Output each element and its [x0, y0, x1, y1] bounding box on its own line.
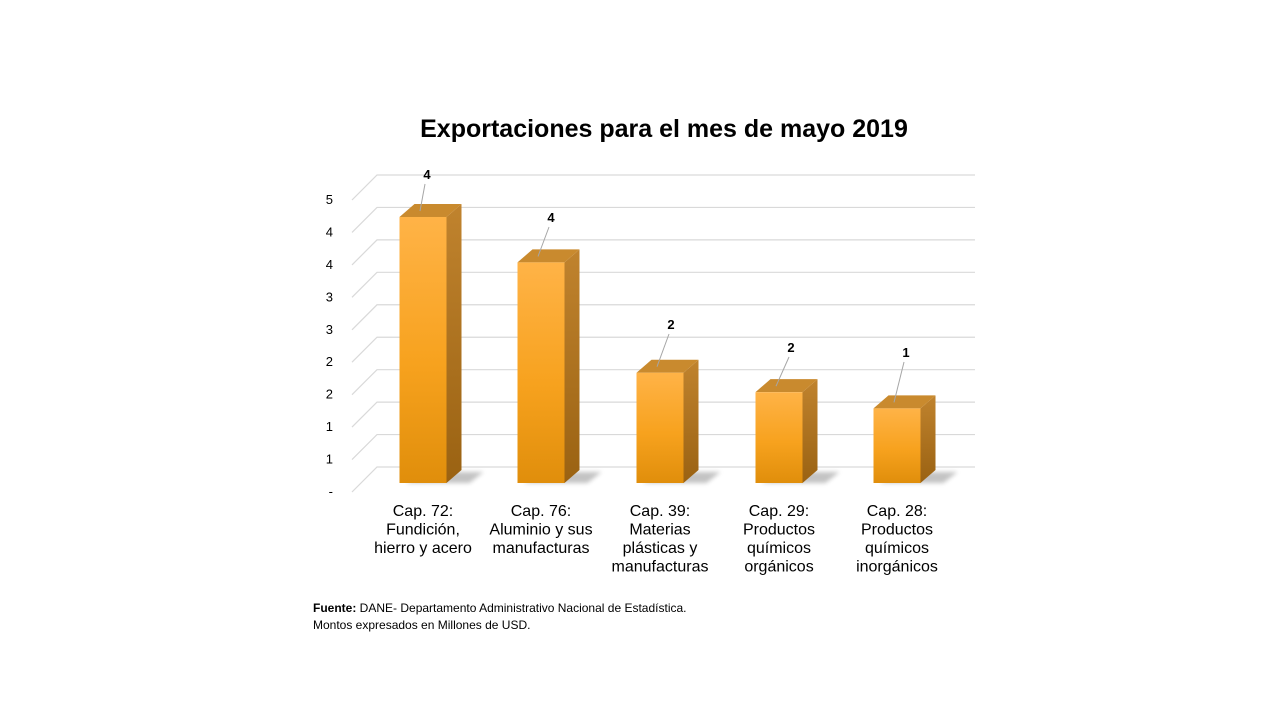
- y-axis-ticks: - 1 1 2 2 3 3 4 4 5: [326, 192, 333, 499]
- data-label-leader: [656, 333, 670, 367]
- grid: [351, 174, 975, 493]
- data-label: 2: [787, 340, 794, 355]
- bar-front: [399, 216, 447, 483]
- grid-line: [351, 304, 975, 331]
- data-label-leader: [893, 361, 905, 403]
- bars: [399, 203, 958, 483]
- grid-line: [351, 174, 975, 201]
- bar: [517, 249, 602, 483]
- bar-front: [873, 408, 921, 483]
- y-tick-label: 3: [326, 322, 333, 337]
- bar-side: [446, 203, 462, 483]
- y-tick-label: 1: [326, 452, 333, 467]
- bar-top: [755, 379, 818, 393]
- data-label: 4: [423, 167, 431, 182]
- category-labels: Cap. 72: Fundición, hierro y acero Cap. 76:…: [374, 503, 938, 576]
- chart-title: Exportaciones para el mes de mayo 2019: [420, 115, 908, 143]
- bar-top: [873, 395, 936, 409]
- grid-line: [351, 336, 975, 363]
- bar-front: [517, 262, 565, 483]
- data-labels: 4 4 2 2 1: [419, 167, 910, 403]
- category-label: Cap. 28: Productos químicos inorgánicos: [856, 503, 938, 576]
- grid-line: [351, 239, 975, 266]
- y-tick-label: 4: [326, 224, 333, 239]
- category-label: Cap. 76: Aluminio y sus manufacturas: [489, 503, 592, 557]
- source-label: Fuente:: [313, 601, 357, 615]
- category-label: Cap. 29: Productos químicos orgánicos: [743, 503, 815, 576]
- grid-line: [351, 369, 975, 396]
- bar-top: [636, 359, 699, 373]
- bar-top: [399, 203, 462, 217]
- grid-line: [351, 206, 975, 233]
- y-tick-label: 5: [326, 192, 333, 207]
- bar-side: [683, 359, 699, 483]
- units-line: Montos expresados en Millones de USD.: [313, 618, 531, 632]
- y-tick-label: 3: [326, 289, 333, 304]
- data-label-leader: [775, 356, 790, 387]
- data-label: 2: [667, 317, 674, 332]
- category-label: Cap. 72: Fundición, hierro y acero: [374, 503, 472, 557]
- data-label: 4: [547, 210, 555, 225]
- y-tick-label: -: [329, 484, 333, 499]
- source-text: DANE- Departamento Administrativo Nacion…: [356, 601, 687, 615]
- bar: [399, 203, 484, 483]
- bar: [873, 395, 958, 483]
- category-label: Cap. 39: Materias plásticas y manufacturas: [612, 503, 709, 576]
- data-label-leader: [419, 183, 426, 212]
- bar-side: [802, 379, 818, 483]
- bar: [755, 379, 840, 483]
- source-line: Fuente: DANE- Departamento Administrativ…: [313, 600, 687, 617]
- y-tick-label: 2: [326, 354, 333, 369]
- y-tick-label: 2: [326, 387, 333, 402]
- y-tick-label: 4: [326, 257, 333, 272]
- y-tick-label: 1: [326, 419, 333, 434]
- bar-front: [755, 392, 803, 483]
- bar-front: [636, 372, 684, 483]
- bar-side: [920, 395, 936, 483]
- footnote: Fuente: DANE- Departamento Administrativ…: [313, 600, 687, 634]
- bar: [636, 359, 721, 483]
- data-label: 1: [902, 345, 909, 360]
- data-label-leader: [537, 226, 550, 257]
- bar-top: [517, 249, 580, 263]
- bar-side: [564, 249, 580, 483]
- grid-line: [351, 271, 975, 298]
